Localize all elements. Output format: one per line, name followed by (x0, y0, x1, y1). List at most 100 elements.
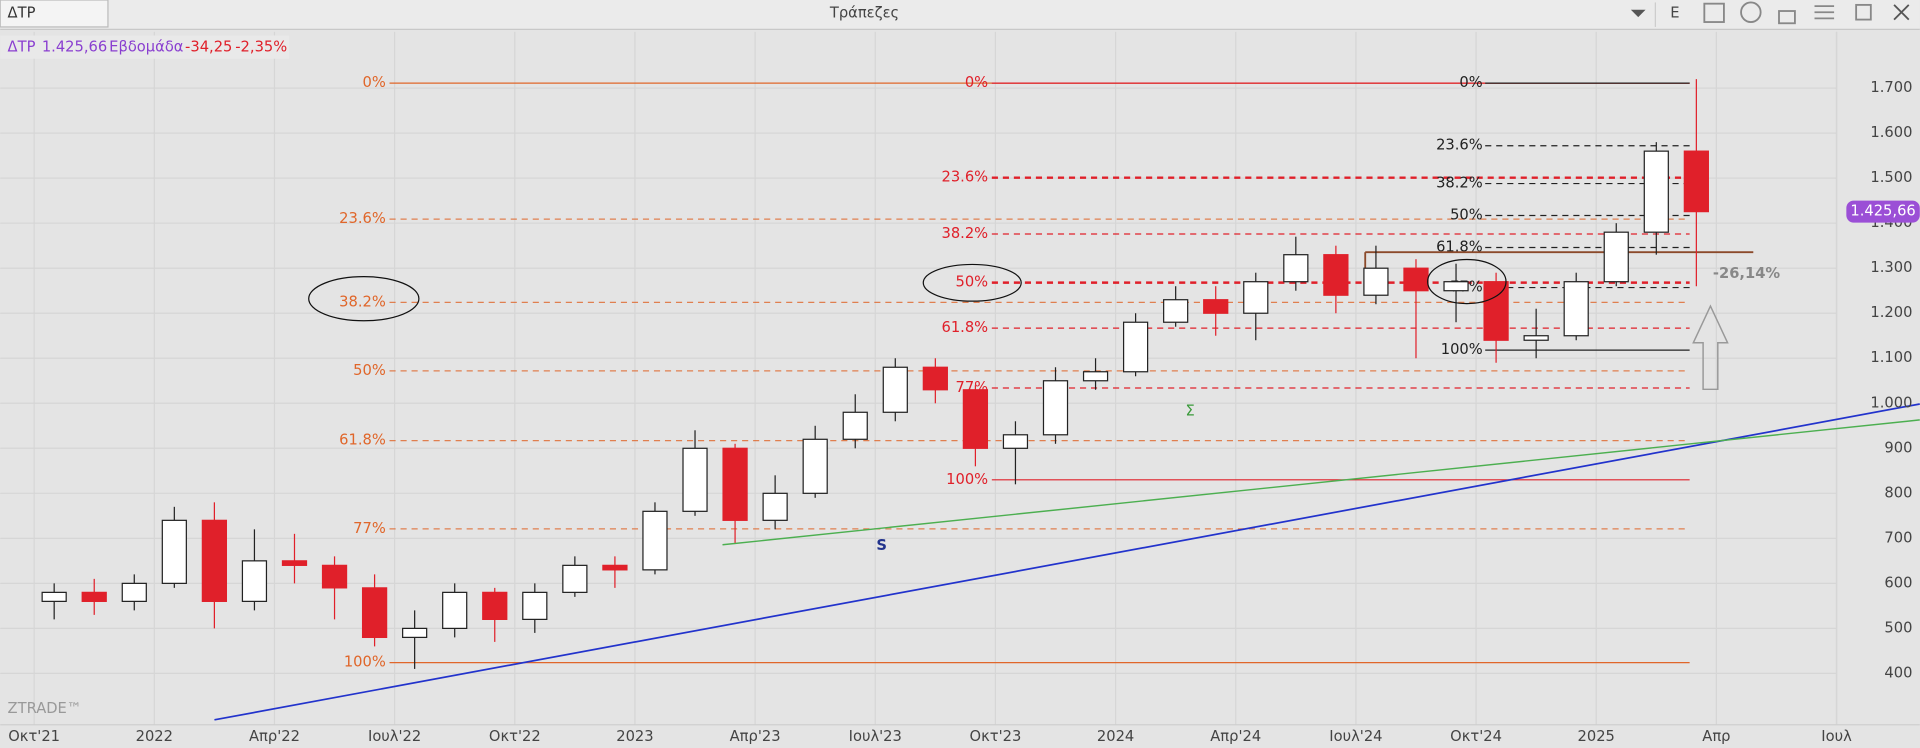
candle-body (442, 591, 468, 630)
fib-label: 61.8% (941, 319, 988, 336)
header-bg (0, 35, 290, 59)
window-title: Τράπεζες (829, 4, 899, 21)
candle-body (802, 438, 828, 494)
trendline-blue (214, 403, 1920, 721)
header-change-pct: -2,35% (235, 39, 287, 56)
candle-body (1002, 434, 1029, 449)
x-tick-label: Οκτ'23 (970, 728, 1022, 745)
last-price-label: 1.425,66 (1850, 203, 1915, 220)
menu-icon[interactable] (1814, 5, 1835, 20)
fib-label: 100% (344, 654, 386, 671)
close-icon[interactable] (1893, 4, 1910, 21)
candle-body (361, 587, 388, 639)
tab[interactable] (0, 0, 109, 28)
candle-body (962, 389, 989, 449)
y-tick-label: 700 (1884, 529, 1912, 546)
ellipse (1427, 258, 1507, 305)
candle-body (41, 591, 67, 602)
fib-label: 38.2% (1436, 175, 1483, 192)
fib-label: 23.6% (339, 210, 386, 227)
sum-label: Σ (1186, 402, 1195, 419)
x-tick-label: Απρ'22 (249, 728, 300, 745)
fib-label: 77% (353, 520, 386, 537)
header-period: Εβδομάδα (109, 39, 183, 56)
candle-body (522, 591, 548, 620)
candle-body (241, 560, 268, 602)
fib-label: 38.2% (941, 225, 988, 242)
x-tick-label: Ιουλ'22 (368, 728, 421, 745)
candle-body (1243, 281, 1269, 314)
fib-label: 0% (1459, 74, 1482, 91)
candle-body (1643, 150, 1669, 233)
candle-body (1363, 267, 1389, 296)
candle-body (1323, 254, 1349, 296)
candle-body (842, 411, 868, 440)
title-bar (0, 0, 1920, 30)
restore-icon[interactable] (1855, 3, 1872, 21)
y-tick-label: 1.700 (1870, 79, 1912, 96)
fib-label: 100% (1441, 341, 1483, 358)
candle-body (81, 591, 107, 602)
fib-label: 23.6% (941, 169, 988, 186)
y-tick-label: 600 (1884, 574, 1912, 591)
fib-label: 61.8% (339, 432, 386, 449)
candle-body (201, 519, 228, 602)
x-tick-label: Απρ'23 (730, 728, 781, 745)
lock-icon[interactable] (1778, 10, 1796, 25)
header-symbol: ΔΤΡ (8, 39, 36, 56)
x-tick-label: Οκτ'21 (8, 728, 60, 745)
fib-label: 38.2% (339, 293, 386, 310)
dropdown[interactable] (1630, 9, 1646, 18)
up-arrow (1692, 304, 1729, 391)
candle-body (1122, 321, 1149, 373)
y-tick-label: 1.200 (1870, 304, 1912, 321)
header-change: -34,25 (185, 39, 232, 56)
fib-label: 50% (1450, 207, 1483, 224)
x-tick-label: 2025 (1578, 728, 1615, 745)
fib-label: 23.6% (1436, 137, 1483, 154)
y-tick-label: 800 (1884, 484, 1912, 501)
y-tick-label: 1.300 (1870, 259, 1912, 276)
candle-body (1523, 335, 1549, 341)
ellipse (922, 263, 1022, 302)
candle-body (922, 366, 948, 391)
candle-body (161, 519, 187, 584)
e-button[interactable]: E (1670, 4, 1679, 21)
candle-body (1163, 299, 1189, 323)
grid (0, 31, 1838, 725)
candle-body (1563, 281, 1589, 337)
candle-body (562, 564, 588, 593)
x-tick-label: Απρ'24 (1210, 728, 1261, 745)
candle-body (402, 627, 428, 639)
x-tick-label: 2024 (1097, 728, 1134, 745)
candle-body (602, 564, 628, 571)
candles (41, 79, 1709, 669)
candle-body (682, 447, 708, 512)
candle-body (642, 510, 668, 571)
candle-body (722, 447, 748, 521)
candle-body (1443, 281, 1469, 292)
ellipse (308, 276, 420, 322)
fib-label: 0% (965, 74, 988, 91)
candle-body (882, 366, 908, 413)
y-tick-label: 1.500 (1870, 169, 1912, 186)
header-price: 1.425,66 (42, 39, 107, 56)
y-tick-label: 1.000 (1870, 394, 1912, 411)
comment-icon[interactable] (1740, 1, 1762, 23)
candle-body (321, 564, 348, 589)
candle-body (1203, 299, 1229, 314)
fib-label: 100% (946, 471, 988, 488)
tab-label[interactable]: ΔΤΡ (8, 4, 36, 21)
y-tick-label: 1.600 (1870, 124, 1912, 141)
y-tick-label: 900 (1884, 439, 1912, 456)
x-tick-label: Οκτ'24 (1450, 728, 1502, 745)
x-tick-label: Ιουλ'24 (1329, 728, 1382, 745)
save-icon[interactable] (1703, 2, 1725, 23)
y-tick-label: 1.100 (1870, 349, 1912, 366)
x-tick-label: Ιουλ (1821, 728, 1852, 745)
candle-body (1283, 254, 1309, 283)
candle-body (482, 591, 508, 620)
candle-body (1603, 231, 1629, 283)
fib-label: 50% (956, 274, 989, 291)
